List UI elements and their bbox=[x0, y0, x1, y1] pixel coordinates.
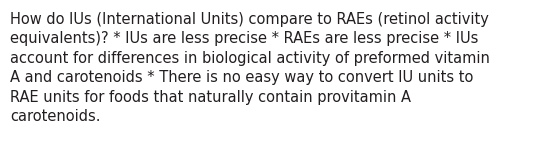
Text: How do IUs (International Units) compare to RAEs (retinol activity
equivalents)?: How do IUs (International Units) compare… bbox=[10, 12, 490, 124]
